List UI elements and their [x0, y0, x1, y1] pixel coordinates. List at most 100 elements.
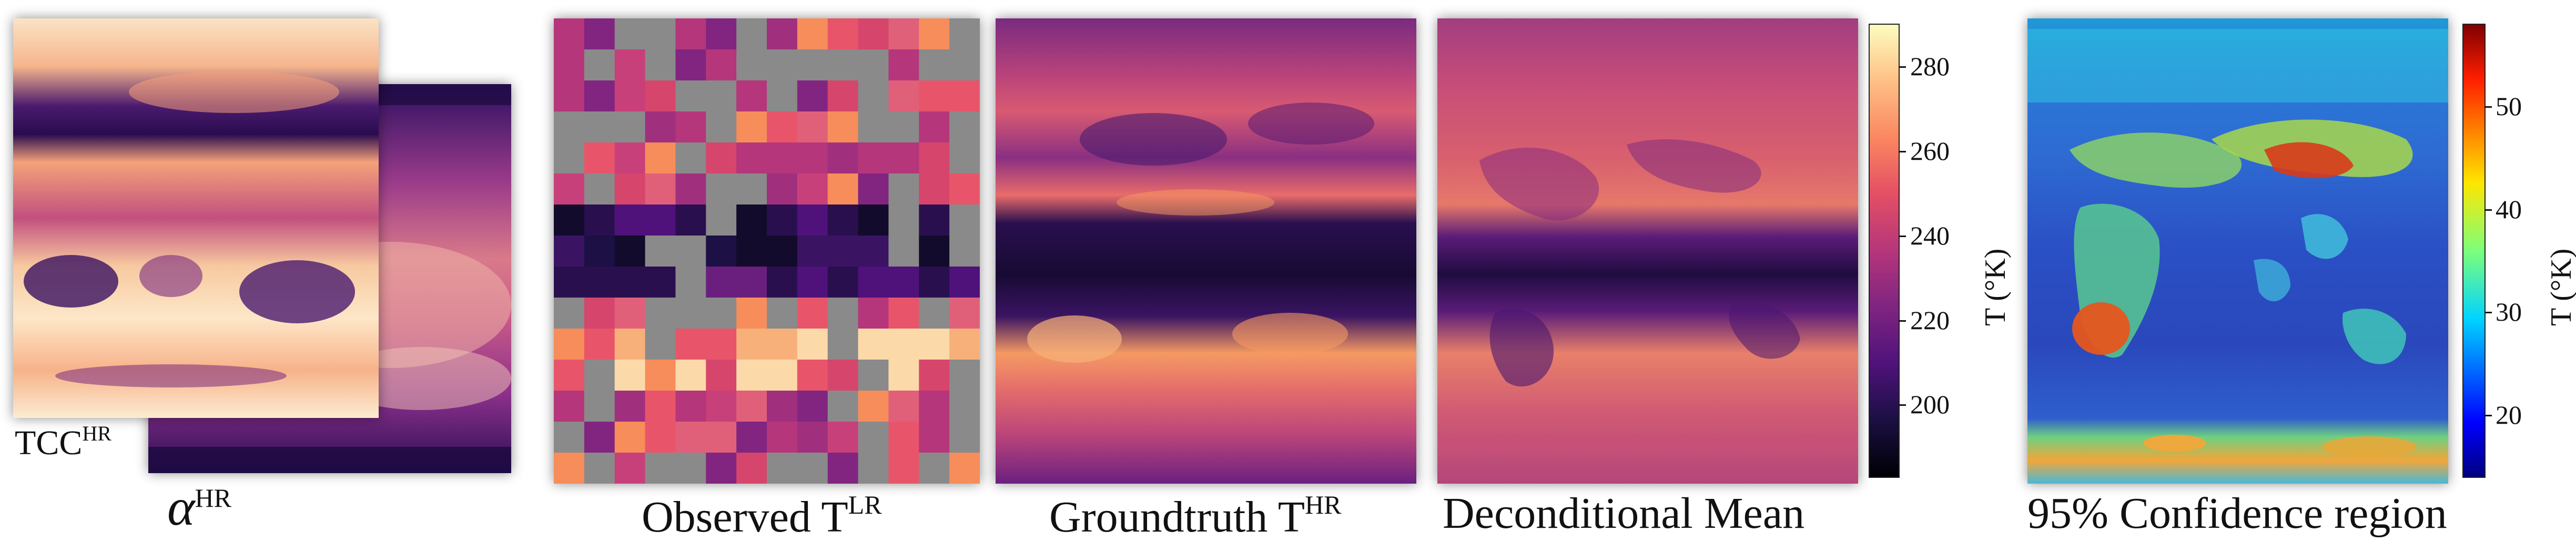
lr-grid-cell: [949, 391, 980, 422]
lr-grid-cell: [919, 329, 950, 360]
lr-grid-cell: [736, 391, 767, 422]
lr-grid-cell: [675, 329, 706, 360]
lr-grid-cell: [949, 267, 980, 298]
lr-grid-cell: [736, 111, 767, 143]
lr-grid-cell: [675, 422, 706, 453]
lr-grid-cell: [888, 80, 919, 112]
lr-grid-cell: [827, 49, 859, 81]
temperature-colorbar-tick-label: 220: [1910, 305, 1950, 335]
observed-caption: Observed TLR: [642, 490, 882, 541]
lr-grid-cell: [858, 142, 889, 174]
confidence-colorbar-tick-label: 20: [2496, 400, 2522, 430]
lr-grid-cell: [767, 205, 798, 236]
lr-grid-cell: [767, 267, 798, 298]
lr-grid-cell: [645, 298, 676, 329]
lr-grid-cell: [858, 205, 889, 236]
tcc-caption: TCCHR: [15, 422, 111, 462]
lr-grid-cell: [736, 205, 767, 236]
lr-grid-cell: [675, 298, 706, 329]
lr-grid-cell: [554, 142, 585, 174]
lr-grid-cell: [919, 267, 950, 298]
lr-grid-cell: [827, 329, 859, 360]
lr-grid-cell: [827, 360, 859, 391]
lr-grid-cell: [706, 142, 737, 174]
lr-grid-cell: [858, 267, 889, 298]
lr-grid-cell: [584, 329, 615, 360]
deconditional-mean-map: [1437, 18, 1858, 484]
lr-grid-cell: [888, 453, 919, 484]
lr-grid-cell: [736, 453, 767, 484]
lr-grid-cell: [919, 80, 950, 112]
lr-grid-cell: [827, 236, 859, 267]
lr-grid-cell: [584, 111, 615, 143]
lr-grid-cell: [736, 422, 767, 453]
lr-grid-cell: [827, 267, 859, 298]
lr-grid-cell: [858, 111, 889, 143]
lr-grid-cell: [584, 422, 615, 453]
lr-grid-cell: [888, 236, 919, 267]
lr-grid-cell: [858, 422, 889, 453]
lr-grid-cell: [858, 49, 889, 81]
temperature-colorbar-tick-label: 280: [1910, 52, 1950, 81]
confidence-colorbar: [2462, 24, 2486, 478]
lr-grid-cell: [645, 360, 676, 391]
lr-grid-cell: [675, 173, 706, 205]
lr-grid-cell: [706, 80, 737, 112]
lr-grid-cell: [767, 111, 798, 143]
lr-grid-cell: [797, 142, 828, 174]
lr-grid-cell: [614, 329, 646, 360]
lr-grid-cell: [584, 298, 615, 329]
temperature-colorbar-tick-label: 200: [1910, 390, 1950, 420]
lr-grid-cell: [584, 391, 615, 422]
lr-grid-cell: [888, 111, 919, 143]
lr-grid-cell: [706, 49, 737, 81]
lr-grid-cell: [645, 142, 676, 174]
lr-grid-cell: [919, 111, 950, 143]
lr-grid-cell: [645, 80, 676, 112]
lr-grid-cell: [888, 205, 919, 236]
confidence-colorbar-tick-label: 50: [2496, 91, 2522, 121]
lr-grid-cell: [584, 173, 615, 205]
lr-grid-cell: [645, 49, 676, 81]
lr-grid-cell: [706, 360, 737, 391]
lr-grid-cell: [584, 49, 615, 81]
lr-grid-cell: [645, 453, 676, 484]
lr-grid-cell: [827, 298, 859, 329]
lr-grid-cell: [554, 205, 585, 236]
lr-grid-cell: [949, 173, 980, 205]
deconditional-mean-caption: Deconditional Mean: [1443, 489, 1805, 538]
lr-grid-cell: [645, 18, 676, 50]
lr-grid-cell: [767, 391, 798, 422]
confidence-colorbar-tick-mark: [2484, 209, 2492, 211]
lr-grid-cell: [827, 453, 859, 484]
lr-grid-cell: [919, 142, 950, 174]
lr-grid-cell: [675, 360, 706, 391]
lr-grid-cell: [736, 236, 767, 267]
lr-grid-cell: [827, 173, 859, 205]
lr-grid-cell: [554, 173, 585, 205]
lr-grid-cell: [797, 422, 828, 453]
lr-grid-cell: [614, 422, 646, 453]
lr-grid-cell: [736, 173, 767, 205]
lr-grid-cell: [949, 422, 980, 453]
lr-grid-cell: [554, 422, 585, 453]
lr-grid-cell: [554, 453, 585, 484]
lr-grid-cell: [675, 111, 706, 143]
lr-grid-cell: [675, 453, 706, 484]
lr-grid-cell: [949, 329, 980, 360]
lr-grid-cell: [858, 236, 889, 267]
lr-grid-cell: [645, 267, 676, 298]
lr-grid-cell: [797, 329, 828, 360]
lr-grid-cell: [797, 80, 828, 112]
lr-grid-cell: [919, 18, 950, 50]
lr-grid-cell: [827, 205, 859, 236]
temperature-colorbar-tick-label: 240: [1910, 220, 1950, 250]
lr-grid-cell: [645, 329, 676, 360]
confidence-colorbar-tick-mark: [2484, 312, 2492, 314]
lr-grid-cell: [827, 142, 859, 174]
lr-grid-cell: [736, 329, 767, 360]
lr-grid-cell: [858, 80, 889, 112]
lr-grid-cell: [888, 422, 919, 453]
observed-lr-map: [554, 18, 980, 484]
lr-grid-cell: [767, 18, 798, 50]
